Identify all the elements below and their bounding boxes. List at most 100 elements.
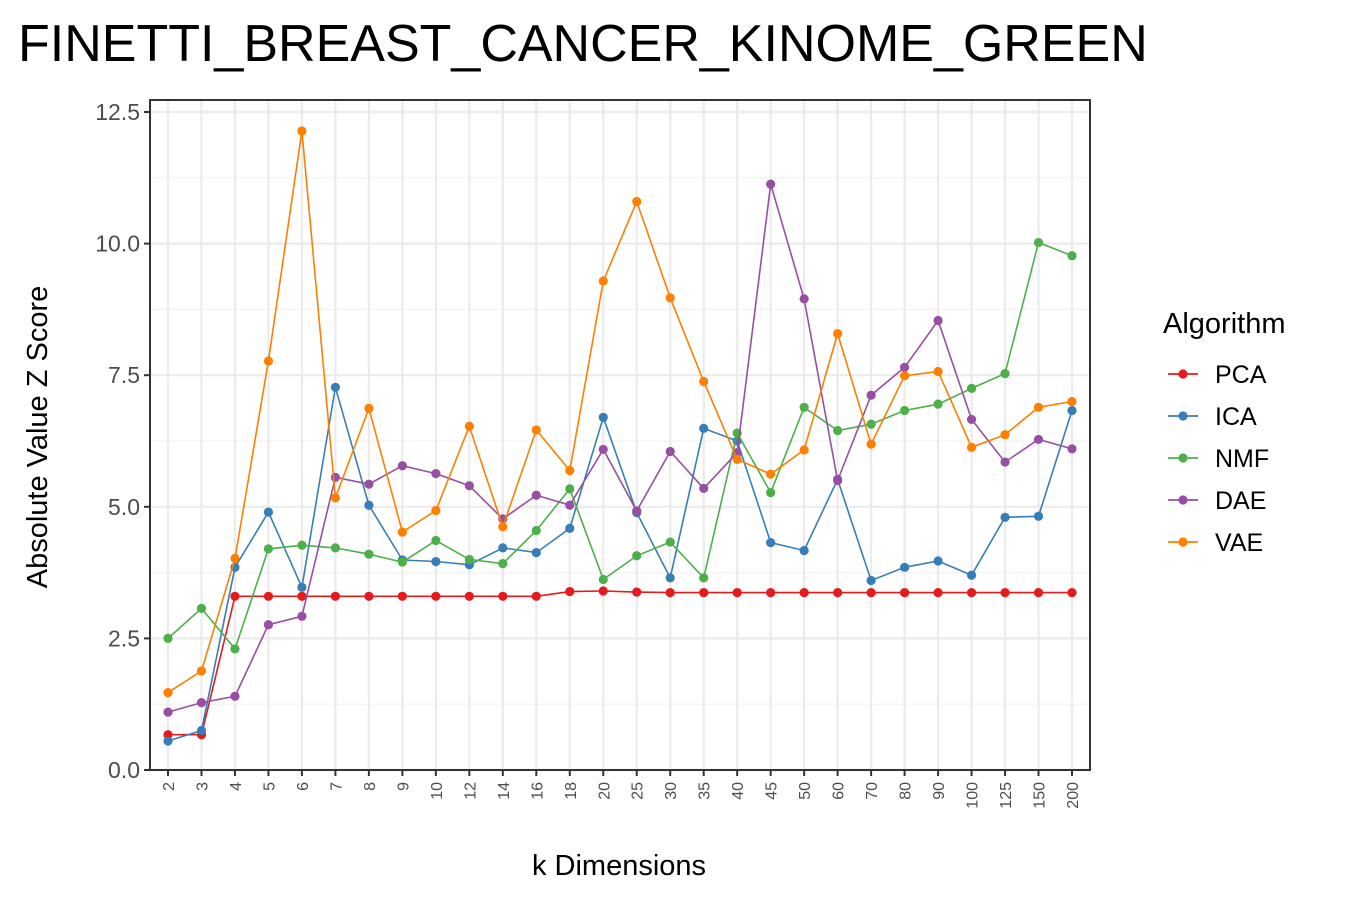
data-point-nmf — [766, 487, 776, 498]
data-point-pca — [397, 591, 407, 601]
series-dae — [163, 179, 1077, 717]
data-point-nmf — [565, 484, 575, 494]
data-point-nmf — [632, 551, 642, 561]
data-point-pca — [766, 588, 776, 598]
data-point-pca — [833, 588, 843, 598]
data-point-pca — [966, 588, 977, 598]
data-point-vae — [966, 442, 977, 452]
data-point-nmf — [330, 543, 341, 553]
data-point-vae — [766, 469, 776, 479]
data-point-vae — [833, 329, 843, 339]
data-point-pca — [665, 588, 675, 598]
data-point-nmf — [799, 402, 809, 412]
data-point-pca — [498, 591, 508, 601]
data-point-pca — [598, 586, 608, 596]
legend-item-dae: DAE — [1168, 487, 1266, 515]
data-point-pca — [933, 588, 943, 598]
data-point-dae — [665, 446, 675, 457]
data-point-dae — [1033, 434, 1044, 445]
data-point-dae — [632, 506, 642, 516]
data-point-vae — [297, 126, 307, 136]
data-point-vae — [196, 666, 207, 676]
data-point-dae — [464, 481, 474, 491]
legend-marker — [1178, 495, 1188, 505]
legend-label: DAE — [1215, 487, 1266, 515]
data-point-ica — [263, 507, 274, 517]
legend-marker — [1178, 537, 1188, 547]
data-point-ica — [966, 570, 977, 580]
series-line-vae — [167, 130, 1073, 694]
data-point-dae — [933, 315, 943, 326]
x-tick-label: 150 — [1032, 782, 1049, 809]
data-point-dae — [297, 611, 307, 621]
data-point-vae — [598, 276, 608, 286]
legend-marker — [1178, 411, 1188, 421]
data-point-vae — [1067, 396, 1077, 407]
x-tick-label: 16 — [529, 782, 546, 800]
x-tick-label: 9 — [395, 782, 412, 791]
grid-lines — [150, 100, 1090, 772]
legend-marker — [1178, 369, 1188, 379]
data-point-dae — [263, 620, 274, 630]
data-point-dae — [966, 414, 977, 425]
plot-panel-border — [149, 99, 1091, 771]
data-point-vae — [1033, 402, 1044, 412]
data-point-ica — [498, 543, 508, 553]
data-point-nmf — [230, 644, 240, 654]
x-tick-label: 6 — [295, 782, 312, 791]
data-point-pca — [1000, 588, 1010, 598]
legend: Algorithm PCA ICA NMF DAE VAE — [1163, 308, 1286, 557]
data-point-ica — [330, 382, 341, 392]
x-tick-label: 90 — [931, 782, 948, 800]
data-point-nmf — [1033, 237, 1044, 248]
series-line-pca — [168, 590, 1072, 736]
data-point-vae — [531, 425, 541, 435]
x-tick-label: 4 — [228, 782, 245, 791]
data-point-dae — [364, 479, 374, 489]
data-point-dae — [766, 179, 776, 189]
data-point-ica — [163, 736, 173, 746]
data-point-nmf — [263, 544, 274, 554]
series-group — [163, 126, 1077, 746]
data-point-vae — [933, 366, 943, 377]
legend-item-ica: ICA — [1168, 403, 1257, 431]
data-point-dae — [598, 444, 608, 455]
data-point-dae — [1000, 457, 1010, 467]
data-point-nmf — [933, 399, 943, 409]
data-point-pca — [799, 588, 809, 598]
data-point-nmf — [833, 425, 843, 436]
y-tick-label: 7.5 — [108, 362, 140, 388]
data-point-nmf — [1067, 251, 1077, 261]
legend-label: NMF — [1215, 445, 1269, 473]
x-tick-label: 12 — [462, 782, 479, 800]
x-tick-label: 14 — [496, 782, 513, 800]
data-point-pca — [464, 591, 474, 601]
x-tick-label: 2 — [161, 782, 178, 791]
data-point-nmf — [498, 559, 508, 569]
x-tick-label: 40 — [730, 782, 747, 800]
data-point-ica — [766, 537, 776, 548]
data-point-nmf — [196, 603, 207, 613]
y-tick-label: 0.0 — [108, 757, 140, 783]
data-point-vae — [464, 421, 474, 431]
x-tick-label: 100 — [965, 782, 982, 809]
data-point-vae — [866, 439, 876, 449]
y-tick-label: 10.0 — [95, 231, 140, 257]
y-axis-title: Absolute Value Z Score — [22, 286, 54, 589]
plot-background — [150, 100, 1090, 770]
data-point-nmf — [297, 540, 307, 550]
legend-marker — [1178, 453, 1188, 463]
data-point-nmf — [464, 554, 474, 565]
x-tick-label: 30 — [663, 782, 680, 800]
y-tick-label: 5.0 — [108, 494, 140, 520]
data-point-pca — [732, 588, 742, 598]
x-tick-label: 7 — [328, 782, 345, 791]
data-point-pca — [297, 591, 307, 601]
data-point-ica — [196, 725, 207, 736]
data-point-pca — [531, 591, 541, 601]
data-point-ica — [297, 582, 307, 592]
x-tick-label: 125 — [998, 782, 1015, 809]
data-point-ica — [699, 423, 709, 433]
data-point-nmf — [699, 573, 709, 583]
data-point-ica — [531, 547, 541, 558]
